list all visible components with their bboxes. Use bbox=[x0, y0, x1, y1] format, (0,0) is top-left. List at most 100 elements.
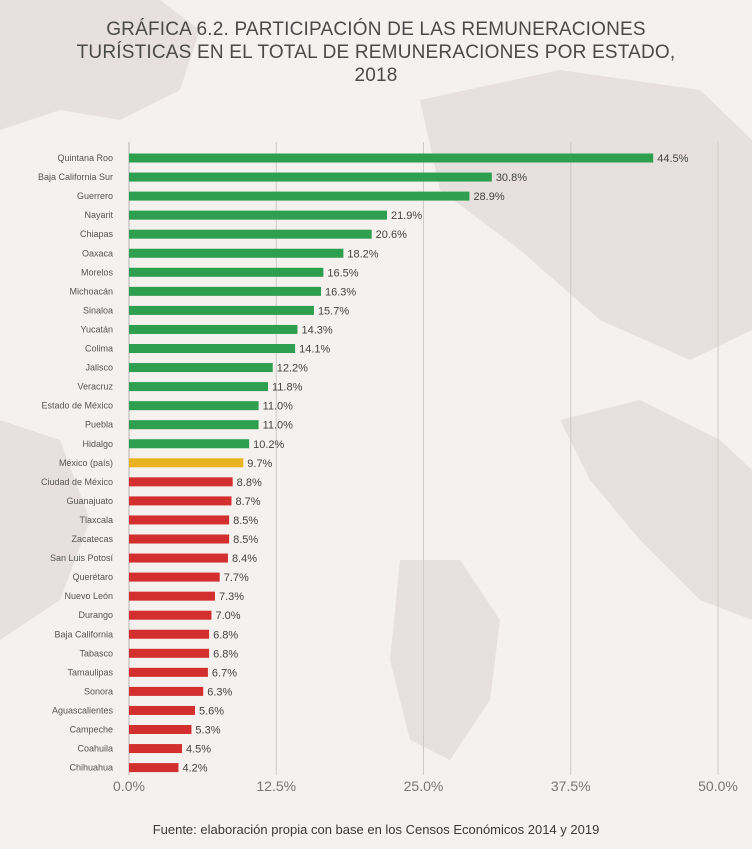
category-label-19: Tlaxcala bbox=[79, 515, 113, 525]
value-label-0: 44.5% bbox=[657, 153, 688, 165]
category-label-9: Yucatán bbox=[80, 324, 113, 334]
category-label-20: Zacatecas bbox=[71, 534, 113, 544]
x-tick-label-1: 12.5% bbox=[256, 778, 296, 794]
category-label-22: Querétaro bbox=[72, 572, 113, 582]
category-label-27: Tamaulipas bbox=[67, 667, 113, 677]
chart-title: GRÁFICA 6.2. PARTICIPACIÓN DE LAS REMUNE… bbox=[0, 18, 752, 87]
category-label-0: Quintana Roo bbox=[57, 153, 113, 163]
value-label-7: 16.3% bbox=[325, 286, 356, 298]
value-label-21: 8.4% bbox=[232, 553, 257, 565]
value-label-19: 8.5% bbox=[233, 515, 258, 527]
x-tick-label-2: 25.0% bbox=[404, 778, 444, 794]
chart-title-line-1: GRÁFICA 6.2. PARTICIPACIÓN DE LAS REMUNE… bbox=[106, 19, 646, 40]
value-label-2: 28.9% bbox=[473, 191, 504, 203]
category-label-3: Nayarit bbox=[84, 210, 113, 220]
bar-17 bbox=[129, 477, 233, 487]
value-label-16: 9.7% bbox=[247, 458, 272, 470]
x-tick-label-3: 37.5% bbox=[551, 778, 591, 794]
category-label-1: Baja California Sur bbox=[38, 172, 113, 182]
bar-23 bbox=[129, 591, 215, 601]
chart-title-line-3: 2018 bbox=[354, 65, 398, 86]
bar-11 bbox=[129, 363, 273, 373]
category-label-15: Hidalgo bbox=[82, 439, 113, 449]
value-label-32: 4.2% bbox=[182, 763, 207, 775]
value-label-5: 18.2% bbox=[347, 248, 378, 260]
value-label-12: 11.8% bbox=[272, 382, 303, 394]
x-tick-label-4: 50.0% bbox=[698, 778, 738, 794]
value-label-29: 5.6% bbox=[199, 705, 224, 717]
bar-12 bbox=[129, 382, 269, 392]
value-label-28: 6.3% bbox=[207, 686, 232, 698]
category-label-2: Guerrero bbox=[77, 191, 113, 201]
bar-10 bbox=[129, 344, 296, 353]
category-label-10: Colima bbox=[85, 344, 113, 354]
bar-26 bbox=[129, 648, 210, 658]
category-label-23: Nuevo León bbox=[64, 591, 113, 601]
category-label-21: San Luis Potosí bbox=[50, 553, 114, 563]
bar-1 bbox=[129, 172, 492, 182]
bar-9 bbox=[129, 324, 298, 334]
value-label-15: 10.2% bbox=[253, 439, 284, 451]
value-label-17: 8.8% bbox=[237, 477, 262, 489]
category-label-4: Chiapas bbox=[80, 229, 114, 239]
category-label-16: México (país) bbox=[59, 458, 113, 468]
value-label-20: 8.5% bbox=[233, 534, 258, 546]
value-label-27: 6.7% bbox=[212, 667, 237, 679]
category-label-24: Durango bbox=[78, 610, 113, 620]
value-label-24: 7.0% bbox=[215, 610, 240, 622]
value-label-9: 14.3% bbox=[301, 324, 332, 336]
category-label-28: Sonora bbox=[84, 686, 113, 696]
bar-31 bbox=[129, 744, 183, 754]
bar-5 bbox=[129, 248, 344, 258]
category-label-26: Tabasco bbox=[79, 648, 113, 658]
bar-3 bbox=[129, 210, 387, 220]
bar-19 bbox=[129, 515, 230, 525]
bar-8 bbox=[129, 305, 314, 315]
category-label-31: Coahuila bbox=[77, 744, 113, 754]
value-label-18: 8.7% bbox=[235, 496, 260, 508]
x-tick-label-0: 0.0% bbox=[113, 778, 145, 794]
category-label-5: Oaxaca bbox=[82, 248, 113, 258]
category-label-30: Campeche bbox=[69, 725, 113, 735]
grid-lines bbox=[128, 142, 719, 775]
category-label-17: Ciudad de México bbox=[41, 477, 113, 487]
x-axis: 0.0% 12.5% 25.0% 37.5% 50.0% bbox=[113, 778, 738, 794]
value-label-31: 4.5% bbox=[186, 744, 211, 756]
bar-21 bbox=[129, 553, 228, 563]
bar-28 bbox=[129, 686, 204, 696]
category-label-32: Chihuahua bbox=[69, 763, 113, 773]
bar-18 bbox=[129, 496, 232, 506]
bar-0 bbox=[129, 153, 654, 163]
bar-25 bbox=[129, 629, 210, 639]
bar-7 bbox=[129, 286, 322, 296]
value-label-8: 15.7% bbox=[318, 305, 349, 317]
bar-6 bbox=[129, 267, 324, 277]
value-label-3: 21.9% bbox=[391, 210, 422, 222]
labels: Quintana Roo 44.5% Baja California Sur 30.8… bbox=[38, 153, 689, 775]
value-label-6: 16.5% bbox=[327, 267, 358, 279]
bar-29 bbox=[129, 705, 195, 715]
bar-30 bbox=[129, 725, 192, 734]
value-label-22: 7.7% bbox=[224, 572, 249, 584]
value-label-1: 30.8% bbox=[496, 172, 527, 184]
category-label-18: Guanajuato bbox=[66, 496, 113, 506]
bar-27 bbox=[129, 667, 208, 677]
bar-13 bbox=[129, 401, 259, 411]
value-label-14: 11.0% bbox=[263, 420, 294, 432]
value-label-10: 14.1% bbox=[299, 344, 330, 356]
bar-14 bbox=[129, 420, 259, 430]
value-label-11: 12.2% bbox=[277, 363, 308, 375]
source-footnote: Fuente: elaboración propia con base en l… bbox=[152, 822, 600, 837]
bar-2 bbox=[129, 191, 470, 201]
category-label-6: Morelos bbox=[81, 267, 114, 277]
category-label-7: Michoacán bbox=[69, 286, 113, 296]
bar-22 bbox=[129, 572, 220, 582]
bar-24 bbox=[129, 610, 212, 620]
value-label-25: 6.8% bbox=[213, 629, 238, 641]
bars bbox=[129, 153, 654, 773]
chart-title-line-2: TURÍSTICAS EN EL TOTAL DE REMUNERACIONES… bbox=[76, 42, 676, 63]
category-label-14: Puebla bbox=[85, 420, 113, 430]
category-label-25: Baja California bbox=[54, 629, 113, 639]
category-label-13: Estado de México bbox=[41, 401, 113, 411]
